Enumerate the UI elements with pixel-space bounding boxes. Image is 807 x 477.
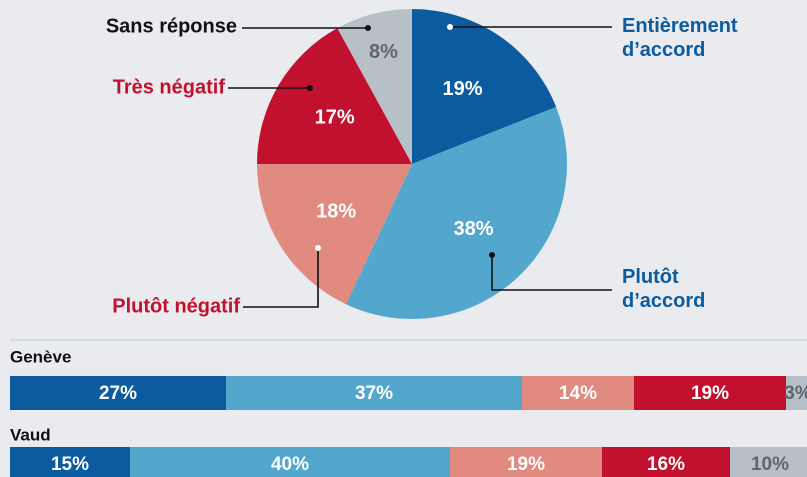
row-label: Vaud [10,425,51,444]
leader-dot [447,24,453,30]
pie-slice [412,9,557,164]
bar-segment [602,447,730,477]
bar-segment [10,447,130,477]
pie [257,9,567,319]
bar-segment [10,376,226,410]
leader-line [491,255,612,291]
slice-label: 38% [454,218,494,240]
leader-dot [489,252,495,258]
bar-label: 40% [271,454,309,475]
leader-dot [365,25,371,31]
leader-lines [228,24,612,308]
bar-label: 27% [99,383,137,404]
bar-segment [522,376,634,410]
bar-label: 10% [751,454,789,475]
slice-label: 17% [315,107,355,129]
pie-slice [337,9,412,164]
bar-segment [450,447,602,477]
bar-label: 15% [51,454,89,475]
pie-slice [346,106,567,319]
legend-label: Entièrement d’accord [622,15,743,61]
legend-label: Plutôt négatif [112,295,240,317]
slice-label: 18% [316,200,356,222]
leader-dot [315,245,321,251]
legend-label: Sans réponse [106,15,237,37]
bar-segment [634,376,786,410]
bar-label: 3% [784,383,807,404]
leader-dot [307,85,313,91]
slice-label: 19% [443,78,483,100]
bar-segment [130,447,450,477]
legend-label: Très négatif [113,76,226,98]
pie-slice [257,28,412,164]
bar-segment [786,376,807,410]
slice-label: 8% [369,41,398,63]
bar-label: 16% [647,454,685,475]
bar-segment [730,447,807,477]
leader-line [243,248,319,308]
bar-segment [226,376,522,410]
bar-label: 37% [355,383,393,404]
pie-slice [257,164,412,305]
bar-label: 14% [559,383,597,404]
legend-label: Plutôt d’accord [622,266,705,312]
bar-label: 19% [507,454,545,475]
row-label: Genève [10,347,71,366]
bar-label: 19% [691,383,729,404]
